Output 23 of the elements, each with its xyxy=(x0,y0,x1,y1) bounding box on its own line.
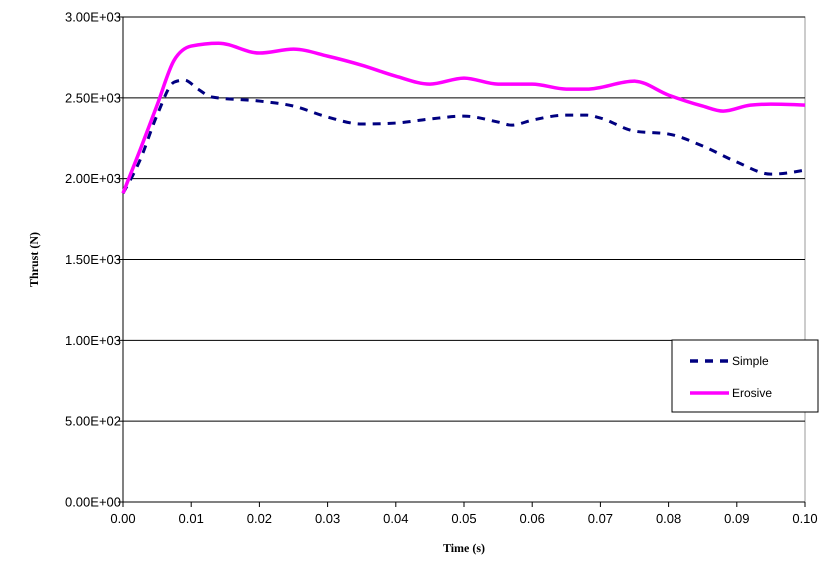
x-tick-label: 0.02 xyxy=(246,511,272,526)
x-tick-label: 0.00 xyxy=(110,511,136,526)
legend-label: Simple xyxy=(732,354,770,368)
y-tick-label: 1.00E+03 xyxy=(64,332,121,348)
x-tick-label: 0.06 xyxy=(520,511,545,526)
x-tick-label: 0.03 xyxy=(314,511,340,526)
x-tick-label: 0.07 xyxy=(588,511,614,526)
y-axis-title: Thrust (N) xyxy=(27,232,41,288)
y-tick-label: 3.00E+03 xyxy=(64,10,121,25)
x-tick-label: 0.01 xyxy=(178,511,204,526)
y-tick-label: 0.00E+00 xyxy=(64,494,121,510)
x-tick-label: 0.10 xyxy=(792,511,818,526)
x-tick-label: 0.04 xyxy=(383,511,408,526)
x-axis-title: Time (s) xyxy=(442,541,486,555)
y-tick-label: 1.50E+03 xyxy=(64,252,121,268)
x-tick-label: 0.09 xyxy=(724,511,750,526)
x-tick-label: 0.08 xyxy=(656,511,682,526)
x-tick-label: 0.05 xyxy=(451,511,477,526)
y-tick-label: 2.50E+03 xyxy=(64,90,121,106)
y-tick-label: 5.00E+02 xyxy=(64,414,121,429)
legend-label: Erosive xyxy=(732,386,772,400)
line-series xyxy=(121,41,807,195)
y-tick-label: 2.00E+03 xyxy=(64,171,121,186)
